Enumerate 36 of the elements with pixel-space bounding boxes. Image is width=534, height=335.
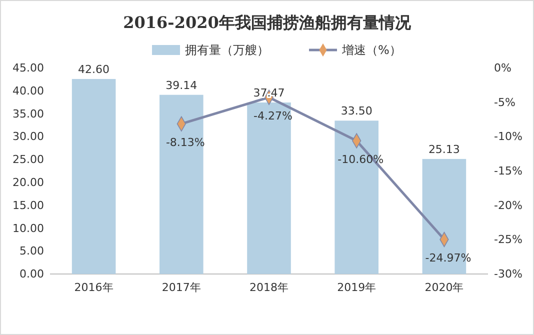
x-tick-label: 2018年 <box>250 280 288 294</box>
legend-label: 增速（%） <box>341 43 402 57</box>
y-tick-label: 25.00 <box>12 153 44 166</box>
x-tick-label: 2020年 <box>424 280 464 294</box>
y-tick-label: 45.00 <box>12 62 44 75</box>
data-label: 25.13 <box>428 142 460 156</box>
x-tick-label: 2019年 <box>337 280 376 294</box>
bar <box>247 102 291 274</box>
y2-tick-label: -30% <box>494 268 522 281</box>
y2-tick-label: -20% <box>494 198 522 212</box>
y-tick-label: 5.00 <box>20 244 44 258</box>
data-label: -4.27% <box>254 109 292 122</box>
y-tick-label: 35.00 <box>12 107 44 120</box>
y-tick-label: 40.00 <box>12 84 44 98</box>
x-tick-label: 2016年 <box>74 280 114 294</box>
y2-tick-label: 0% <box>494 62 512 75</box>
y2-tick-label: -10% <box>494 130 522 144</box>
bar <box>72 78 116 274</box>
data-label: -10.60% <box>338 152 384 166</box>
legend-label: 拥有量（万艘） <box>185 43 269 57</box>
y2-tick-label: -25% <box>494 233 522 246</box>
y-tick-label: 15.00 <box>12 198 44 212</box>
x-tick-label: 2017年 <box>162 280 201 294</box>
y-tick-label: 10.00 <box>12 222 44 235</box>
y2-tick-label: -5% <box>494 96 516 109</box>
y-tick-label: 20.00 <box>12 176 44 189</box>
data-label: 33.50 <box>340 104 372 118</box>
y-tick-label: 30.00 <box>12 130 44 144</box>
y2-tick-label: -15% <box>494 164 522 178</box>
chart-title: 2016-2020年我国捕捞渔船拥有量情况 <box>123 13 412 32</box>
data-label: -24.97% <box>425 251 472 264</box>
data-label: -8.13% <box>166 136 205 149</box>
y-tick-label: 0.00 <box>20 268 44 281</box>
data-label: 42.60 <box>78 62 110 76</box>
data-label: 39.14 <box>166 78 198 92</box>
bar <box>160 94 204 274</box>
